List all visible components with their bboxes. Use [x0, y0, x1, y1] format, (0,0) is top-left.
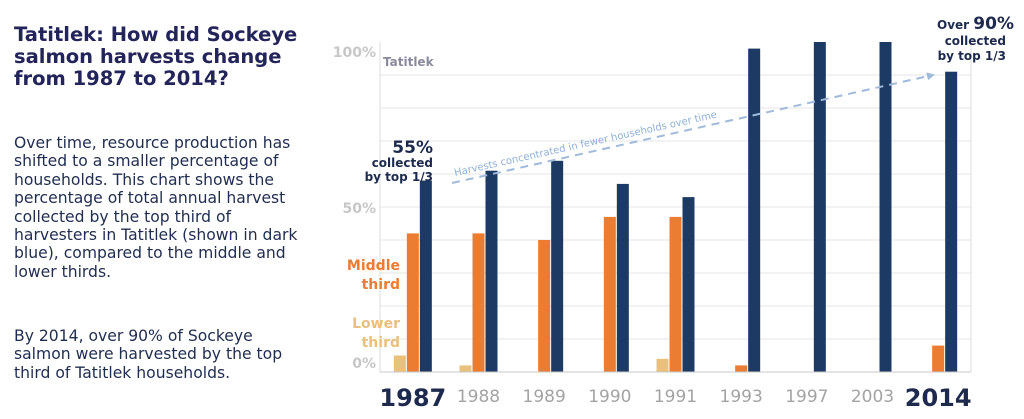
- legend-middle-line1: Middle: [347, 258, 400, 274]
- bar-lower-third-1987: [393, 355, 406, 372]
- chart-title: Tatitlek: [383, 55, 435, 69]
- end-annotation-prefix: Over: [937, 18, 969, 32]
- bar-lower-third-1991: [656, 358, 669, 372]
- y-tick-label: 0%: [352, 356, 376, 372]
- bar-top-third-2003: [879, 42, 892, 372]
- x-tick-label: 1987: [379, 384, 446, 412]
- x-axis-labels: 1987 1988 1989 1990 1991 1993 1997 2003 2014: [379, 384, 971, 412]
- x-tick-label: 1993: [720, 387, 763, 407]
- conclusion-paragraph: By 2014, over 90% of Sockeye salmon were…: [14, 327, 283, 382]
- bar-middle-third-1989: [538, 240, 551, 372]
- bar-top-third-1989: [551, 160, 564, 372]
- y-tick-label: 50%: [342, 201, 376, 217]
- bar-middle-third-1987: [406, 233, 419, 372]
- bar-middle-third-1991: [669, 216, 682, 372]
- legend-lower-line1: Lower: [352, 316, 400, 332]
- x-tick-label: 2003: [851, 387, 894, 407]
- bars: [393, 42, 958, 372]
- bar-top-third-1990: [616, 183, 629, 372]
- bar-top-third-2014: [945, 71, 958, 372]
- x-tick-label: 1989: [523, 387, 566, 407]
- bar-top-third-1993: [748, 48, 761, 372]
- start-percent-annotation: 55%: [392, 138, 433, 158]
- x-tick-label: 2014: [905, 384, 972, 412]
- legend-middle-line2: third: [362, 277, 400, 293]
- bar-middle-third-1990: [603, 216, 616, 372]
- bar-top-third-1991: [682, 197, 695, 372]
- trend-annotation: Harvests concentrated in fewer household…: [453, 110, 718, 179]
- y-tick-label: 100%: [333, 45, 376, 61]
- end-annotation-line1: collected: [945, 34, 1006, 48]
- bar-middle-third-1993: [735, 365, 748, 372]
- end-annotation-line2: by top 1/3: [938, 49, 1006, 63]
- bar-middle-third-1988: [472, 233, 485, 372]
- description-paragraph: Over time, resource production has shift…: [14, 134, 298, 281]
- start-annotation-line2: by top 1/3: [365, 170, 433, 184]
- page-title: Tatitlek: How did Sockeye salmon harvest…: [14, 23, 298, 90]
- trend-arrow: [451, 72, 935, 184]
- bar-top-third-1987: [419, 180, 432, 372]
- x-tick-label: 1997: [785, 387, 828, 407]
- bar-lower-third-1988: [459, 365, 472, 372]
- end-annotation-percent: 90%: [973, 14, 1014, 34]
- x-tick-label: 1990: [588, 387, 631, 407]
- x-tick-label: 1988: [457, 387, 500, 407]
- end-percent-annotation: Over 90%: [937, 14, 1014, 34]
- start-annotation-line1: collected: [372, 156, 433, 170]
- legend-lower-line2: third: [362, 335, 400, 351]
- bar-top-third-1988: [485, 170, 498, 372]
- x-tick-label: 1991: [654, 387, 697, 407]
- bar-top-third-1997: [813, 42, 826, 372]
- bar-middle-third-2014: [932, 345, 945, 372]
